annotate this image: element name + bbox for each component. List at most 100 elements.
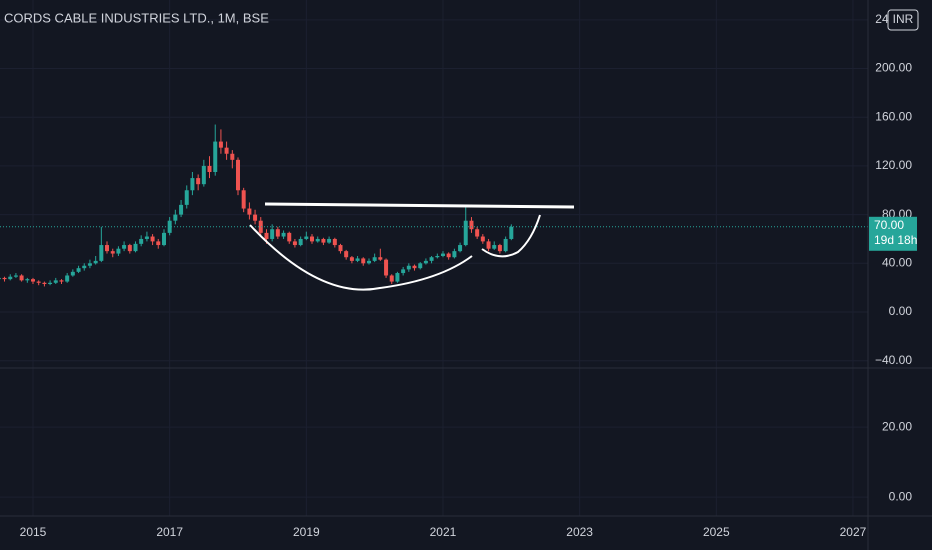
currency-label: INR (893, 12, 914, 26)
candle-body (42, 282, 47, 285)
candle-body (213, 141, 218, 173)
candle-body (281, 232, 286, 237)
candle-body (218, 141, 223, 148)
candle-body (287, 232, 292, 242)
candle-body (389, 275, 394, 282)
candle-body (440, 253, 445, 257)
candle-body (315, 238, 320, 242)
grid (0, 0, 868, 516)
x-tick-label: 2025 (703, 525, 730, 539)
y2-tick-label: 20.00 (882, 419, 912, 433)
candle-body (349, 257, 354, 261)
candle-body (190, 178, 195, 191)
candle-body (332, 238, 337, 246)
candle-body (150, 236, 155, 242)
candle-body (65, 275, 70, 282)
x-tick-label: 2015 (20, 525, 47, 539)
x-tick-label: 2021 (430, 525, 457, 539)
candle-body (13, 275, 18, 277)
candle-body (258, 220, 263, 233)
axes: 240.00200.00160.00120.0080.0040.000.00−4… (20, 12, 918, 539)
candle-body (497, 245, 502, 252)
candle-body (338, 245, 343, 252)
candle-body (179, 204, 184, 215)
x-tick-label: 2017 (156, 525, 183, 539)
candle-body (463, 220, 468, 246)
candle-body (452, 251, 457, 258)
candle-body (93, 260, 98, 264)
candle-body (59, 280, 64, 282)
candle-body (230, 153, 235, 160)
candle-body (327, 238, 332, 243)
candles (0, 124, 868, 287)
candle-body (321, 238, 326, 243)
candle-body (196, 178, 201, 185)
candle-body (144, 236, 149, 239)
last-price-label: 70.00 (874, 218, 904, 232)
candle-body (8, 276, 13, 280)
candle-body (253, 214, 258, 221)
candle-body (53, 280, 58, 283)
candle-body (270, 229, 275, 239)
candle-body (423, 260, 428, 264)
candle-body (458, 245, 463, 252)
candle-body (292, 241, 297, 246)
candle-body (25, 279, 30, 281)
candle-body (2, 277, 7, 280)
candle-body (418, 263, 423, 269)
candle-body (503, 238, 508, 252)
candle-body (167, 220, 172, 233)
candle-body (116, 248, 121, 254)
candle-body (435, 256, 440, 258)
candle-body (247, 208, 252, 215)
handle-drawing (481, 214, 541, 258)
candle-body (122, 245, 127, 249)
x-tick-label: 2027 (840, 525, 867, 539)
candle-body (224, 147, 229, 154)
candle-body (31, 279, 36, 282)
candle-body (82, 265, 87, 269)
candle-body (344, 251, 349, 258)
candle-body (156, 241, 161, 246)
y-tick-label: 0.00 (889, 304, 913, 318)
y-tick-label: −40.00 (875, 353, 912, 367)
candle-body (361, 258, 366, 264)
resistance-line (264, 202, 575, 209)
candle-body (429, 257, 434, 261)
x-tick-label: 2023 (566, 525, 593, 539)
candle-body (235, 159, 240, 191)
currency-badge (887, 9, 919, 31)
candle-body (355, 258, 360, 261)
candle-body (275, 229, 280, 237)
candle-body (201, 165, 206, 185)
candle-body (446, 253, 451, 258)
candle-body (480, 236, 485, 242)
candle-body (173, 214, 178, 221)
candle-body (0, 277, 1, 280)
y-tick-label: 40.00 (882, 255, 912, 269)
chart-title: CORDS CABLE INDUSTRIES LTD., 1M, BSE (4, 10, 269, 25)
candle-body (105, 245, 110, 252)
candle-body (395, 273, 400, 282)
candle-body (309, 236, 314, 242)
candle-body (76, 268, 81, 272)
countdown-label: 19d 18h (874, 233, 917, 247)
candle-body (401, 269, 406, 274)
candle-body (110, 251, 115, 254)
candle-body (264, 232, 269, 239)
candle-body (384, 259, 389, 276)
candle-body (36, 281, 41, 283)
candle-body (372, 257, 377, 261)
candle-body (241, 190, 246, 209)
candle-body (469, 220, 474, 230)
candle-body (492, 245, 497, 249)
candle-body (412, 265, 417, 269)
y2-tick-label: 0.00 (889, 489, 913, 503)
candle-body (406, 265, 411, 270)
candle-body (87, 263, 92, 266)
cup-drawing (249, 224, 473, 291)
candle-body (48, 282, 53, 285)
candle-body (139, 238, 144, 244)
